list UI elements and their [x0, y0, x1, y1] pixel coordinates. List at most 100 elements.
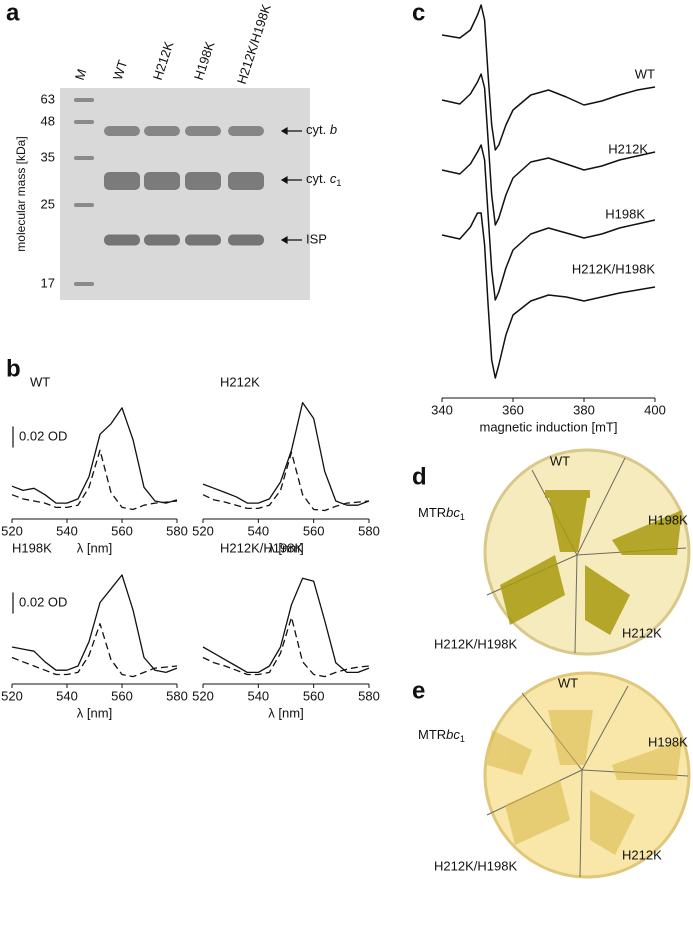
- x-tick-label: 520: [1, 688, 23, 703]
- plate: [483, 448, 691, 656]
- plate-label: H212K: [622, 625, 662, 640]
- x-tick-label: 560: [303, 688, 325, 703]
- x-tick-label: 580: [166, 523, 188, 538]
- panel-label: c: [412, 0, 425, 26]
- protein-band: [104, 172, 140, 190]
- panel-label: a: [6, 0, 20, 26]
- plate: [483, 671, 691, 879]
- x-tick-label: 560: [111, 688, 133, 703]
- gel-axis-label: molecular mass [kDa]: [14, 136, 28, 251]
- lane-label: WT: [110, 58, 131, 82]
- x-tick-label: 380: [573, 402, 595, 417]
- band-label-italic: c: [330, 171, 337, 186]
- plate-label: H212K/H198K: [434, 636, 517, 651]
- plate-label-italic: bc: [446, 727, 460, 742]
- marker-label: 17: [41, 275, 55, 290]
- spectrum-line: [11, 449, 178, 511]
- band-arrows: [280, 126, 302, 245]
- plate-label: H212K/H198K: [434, 858, 517, 873]
- band-label: cyt. c1: [306, 171, 341, 188]
- x-tick-label: 540: [56, 688, 78, 703]
- epr-trace: [441, 212, 656, 379]
- subplot-title: H212K: [220, 374, 260, 389]
- x-tick-label: 340: [431, 402, 453, 417]
- arrow-head: [280, 126, 288, 136]
- trace-label: H198K: [605, 206, 645, 221]
- epr-trace: [441, 4, 656, 151]
- x-tick-label: 360: [502, 402, 524, 417]
- x-axis-label: magnetic induction [mT]: [479, 419, 617, 434]
- x-axis-label: λ [nm]: [268, 705, 303, 720]
- marker-band: [74, 156, 94, 160]
- plate-streaks: [500, 490, 682, 635]
- band-label: cyt. b: [306, 122, 337, 137]
- protein-band: [228, 172, 264, 190]
- plate-labels: WTH198KH212KH212K/H198KMTRbc1WTH198KH212…: [418, 453, 688, 873]
- marker-label: 25: [41, 196, 55, 211]
- band-label: ISP: [306, 231, 327, 246]
- plate-label-text: MTR: [418, 505, 446, 520]
- plate-label: MTRbc1: [418, 505, 465, 522]
- trace-label: H212K/H198K: [572, 261, 655, 276]
- plate-label: WT: [558, 675, 578, 690]
- protein-band: [144, 234, 180, 246]
- spectrum-line: [202, 616, 370, 678]
- plate-label: MTRbc1: [418, 727, 465, 744]
- plate-label-sub: 1: [460, 512, 465, 522]
- scale-bar-label: 0.02 OD: [19, 594, 67, 609]
- plate-label-sub: 1: [460, 734, 465, 744]
- x-tick-label: 580: [358, 688, 380, 703]
- subplot-title: H198K: [12, 540, 52, 555]
- marker-label: 63: [41, 91, 55, 106]
- x-tick-label: 540: [247, 523, 269, 538]
- lane-label: H212K/H198K: [234, 2, 274, 86]
- gel-bands: [74, 98, 264, 286]
- plate-label: H198K: [648, 734, 688, 749]
- gel-image: [60, 88, 310, 300]
- marker-band: [74, 98, 94, 102]
- protein-band: [228, 126, 264, 136]
- epr-trace: [441, 73, 656, 226]
- arrow-head: [280, 175, 288, 185]
- x-tick-label: 560: [303, 523, 325, 538]
- protein-band: [144, 172, 180, 190]
- spectrum-line: [202, 451, 370, 512]
- x-tick-label: 540: [56, 523, 78, 538]
- x-tick-label: 520: [1, 523, 23, 538]
- protein-band: [185, 126, 221, 136]
- marker-label: 48: [41, 113, 55, 128]
- trace-label: H212K: [608, 141, 648, 156]
- protein-band: [104, 126, 140, 136]
- marker-band: [74, 120, 94, 124]
- scale-bar-label: 0.02 OD: [19, 428, 67, 443]
- x-tick-label: 560: [111, 523, 133, 538]
- protein-band: [104, 234, 140, 246]
- panel-label: b: [6, 355, 21, 382]
- x-tick-label: 580: [166, 688, 188, 703]
- spectrum-line: [202, 577, 370, 674]
- plate-label: H212K: [622, 847, 662, 862]
- marker-label: 35: [41, 149, 55, 164]
- x-tick-label: 540: [247, 688, 269, 703]
- plate-label-italic: bc: [446, 505, 460, 520]
- epr-trace: [441, 144, 656, 301]
- protein-band: [185, 172, 221, 190]
- subplot-title: H212K/H198K: [220, 540, 303, 555]
- plate-label: H198K: [648, 512, 688, 527]
- protein-band: [228, 234, 264, 246]
- spectrum-line: [11, 623, 178, 678]
- band-label-text: cyt.: [306, 171, 330, 186]
- x-tick-label: 580: [358, 523, 380, 538]
- band-label-text: cyt.: [306, 122, 330, 137]
- spectrum-line: [11, 407, 178, 504]
- band-label-sub: 1: [336, 178, 341, 188]
- lane-label: H198K: [191, 39, 218, 82]
- lane-label: H212K: [150, 39, 177, 82]
- marker-band: [74, 282, 94, 286]
- trace-label: WT: [635, 66, 655, 81]
- spectrum-line: [202, 401, 370, 506]
- protein-band: [185, 234, 221, 246]
- plate-label: WT: [550, 453, 570, 468]
- panel-label: d: [412, 463, 427, 490]
